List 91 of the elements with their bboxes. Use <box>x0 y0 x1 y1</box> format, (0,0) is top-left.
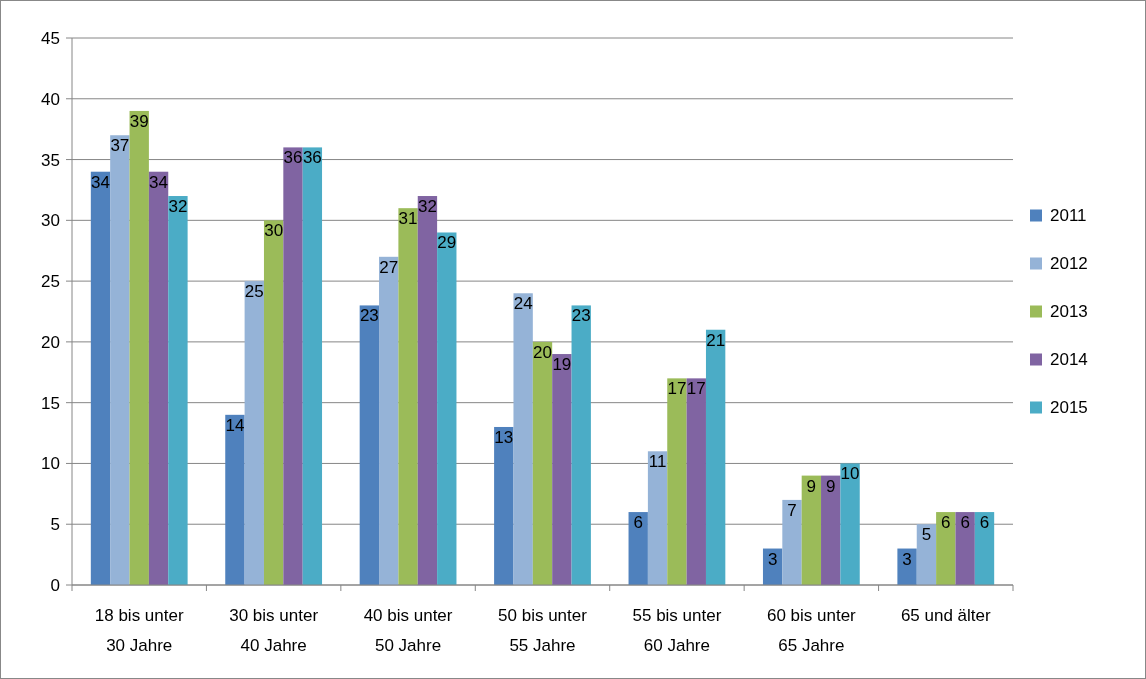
data-label: 9 <box>806 476 817 496</box>
y-tick-label: 5 <box>50 515 60 535</box>
bar <box>302 147 323 585</box>
bar <box>244 281 264 585</box>
bar <box>955 512 975 585</box>
y-tick-label: 30 <box>41 211 60 231</box>
data-label: 25 <box>244 282 264 302</box>
data-label: 39 <box>129 111 149 131</box>
y-tick-label: 25 <box>41 272 60 292</box>
bar <box>897 548 917 585</box>
bar <box>647 451 668 585</box>
legend-label: 2012 <box>1050 254 1088 274</box>
data-label: 34 <box>91 172 110 192</box>
data-label: 14 <box>225 415 245 435</box>
y-tick-label: 0 <box>50 575 60 595</box>
bar <box>110 135 130 585</box>
bar <box>90 171 111 585</box>
bar <box>129 110 149 585</box>
data-label: 13 <box>494 427 514 447</box>
bar <box>263 220 284 585</box>
data-label: 36 <box>302 148 322 168</box>
data-label: 7 <box>787 500 797 520</box>
bar <box>705 329 726 585</box>
data-label: 6 <box>960 513 970 533</box>
data-label: 30 <box>264 221 284 241</box>
bar <box>513 293 533 585</box>
bar <box>283 147 303 585</box>
x-tick-label: 55 bis unter 60 Jahre <box>632 606 722 655</box>
bar <box>801 475 822 585</box>
bar <box>379 256 399 585</box>
data-label: 37 <box>110 136 130 156</box>
data-label: 17 <box>667 379 687 399</box>
data-label: 32 <box>417 197 437 217</box>
data-label: 11 <box>648 452 667 472</box>
bar <box>782 499 802 585</box>
data-label: 17 <box>686 379 706 399</box>
data-label: 29 <box>437 233 457 253</box>
data-label: 24 <box>513 294 533 314</box>
data-label: 23 <box>359 306 379 326</box>
data-label: 3 <box>902 549 912 569</box>
legend-label: 2015 <box>1050 398 1088 418</box>
x-tick-label: 30 bis unter 40 Jahre <box>229 606 319 655</box>
bar <box>417 196 438 585</box>
x-tick-label: 50 bis unter 55 Jahre <box>498 606 588 655</box>
data-label: 6 <box>979 513 990 533</box>
data-label: 5 <box>921 525 932 545</box>
bar <box>916 524 937 585</box>
data-label: 36 <box>283 148 303 168</box>
data-label: 9 <box>825 476 836 496</box>
x-tick-label: 18 bis unter 30 Jahre <box>94 606 184 655</box>
bar <box>359 305 380 585</box>
bar <box>168 196 188 585</box>
bar <box>552 354 572 585</box>
data-label: 31 <box>398 209 418 229</box>
y-tick-label: 45 <box>41 28 60 48</box>
bar <box>821 475 841 585</box>
bar <box>628 512 648 585</box>
legend-label: 2011 <box>1050 206 1087 226</box>
x-tick-label: 40 bis unter 50 Jahre <box>363 606 453 655</box>
bar <box>398 208 418 585</box>
data-label: 23 <box>571 306 591 326</box>
bar <box>494 426 514 585</box>
data-label: 34 <box>149 172 169 192</box>
x-tick-label: 65 und älter <box>900 606 992 625</box>
bar <box>437 232 457 585</box>
legend-label: 2014 <box>1050 350 1088 370</box>
bar <box>686 378 706 585</box>
legend-label: 2013 <box>1050 302 1088 322</box>
data-label: 6 <box>941 513 951 533</box>
bar <box>936 512 956 585</box>
y-tick-label: 20 <box>41 332 60 352</box>
data-label: 21 <box>706 330 726 350</box>
y-tick-label: 10 <box>41 454 60 474</box>
bar <box>571 305 591 585</box>
data-label: 20 <box>533 342 552 362</box>
bar <box>225 414 245 585</box>
y-tick-label: 35 <box>41 150 60 170</box>
data-label: 6 <box>633 513 643 533</box>
bar <box>148 171 169 585</box>
data-label: 10 <box>840 464 860 484</box>
bar <box>532 341 553 585</box>
y-tick-label: 40 <box>41 89 60 109</box>
bar <box>840 463 860 585</box>
bar <box>974 512 995 585</box>
data-label: 32 <box>168 197 188 217</box>
data-label: 3 <box>767 549 778 569</box>
bar <box>667 378 687 585</box>
y-tick-label: 15 <box>41 393 60 413</box>
x-tick-label: 60 bis unter 65 Jahre <box>766 606 857 655</box>
data-label: 27 <box>379 257 399 277</box>
data-label: 19 <box>552 355 572 375</box>
